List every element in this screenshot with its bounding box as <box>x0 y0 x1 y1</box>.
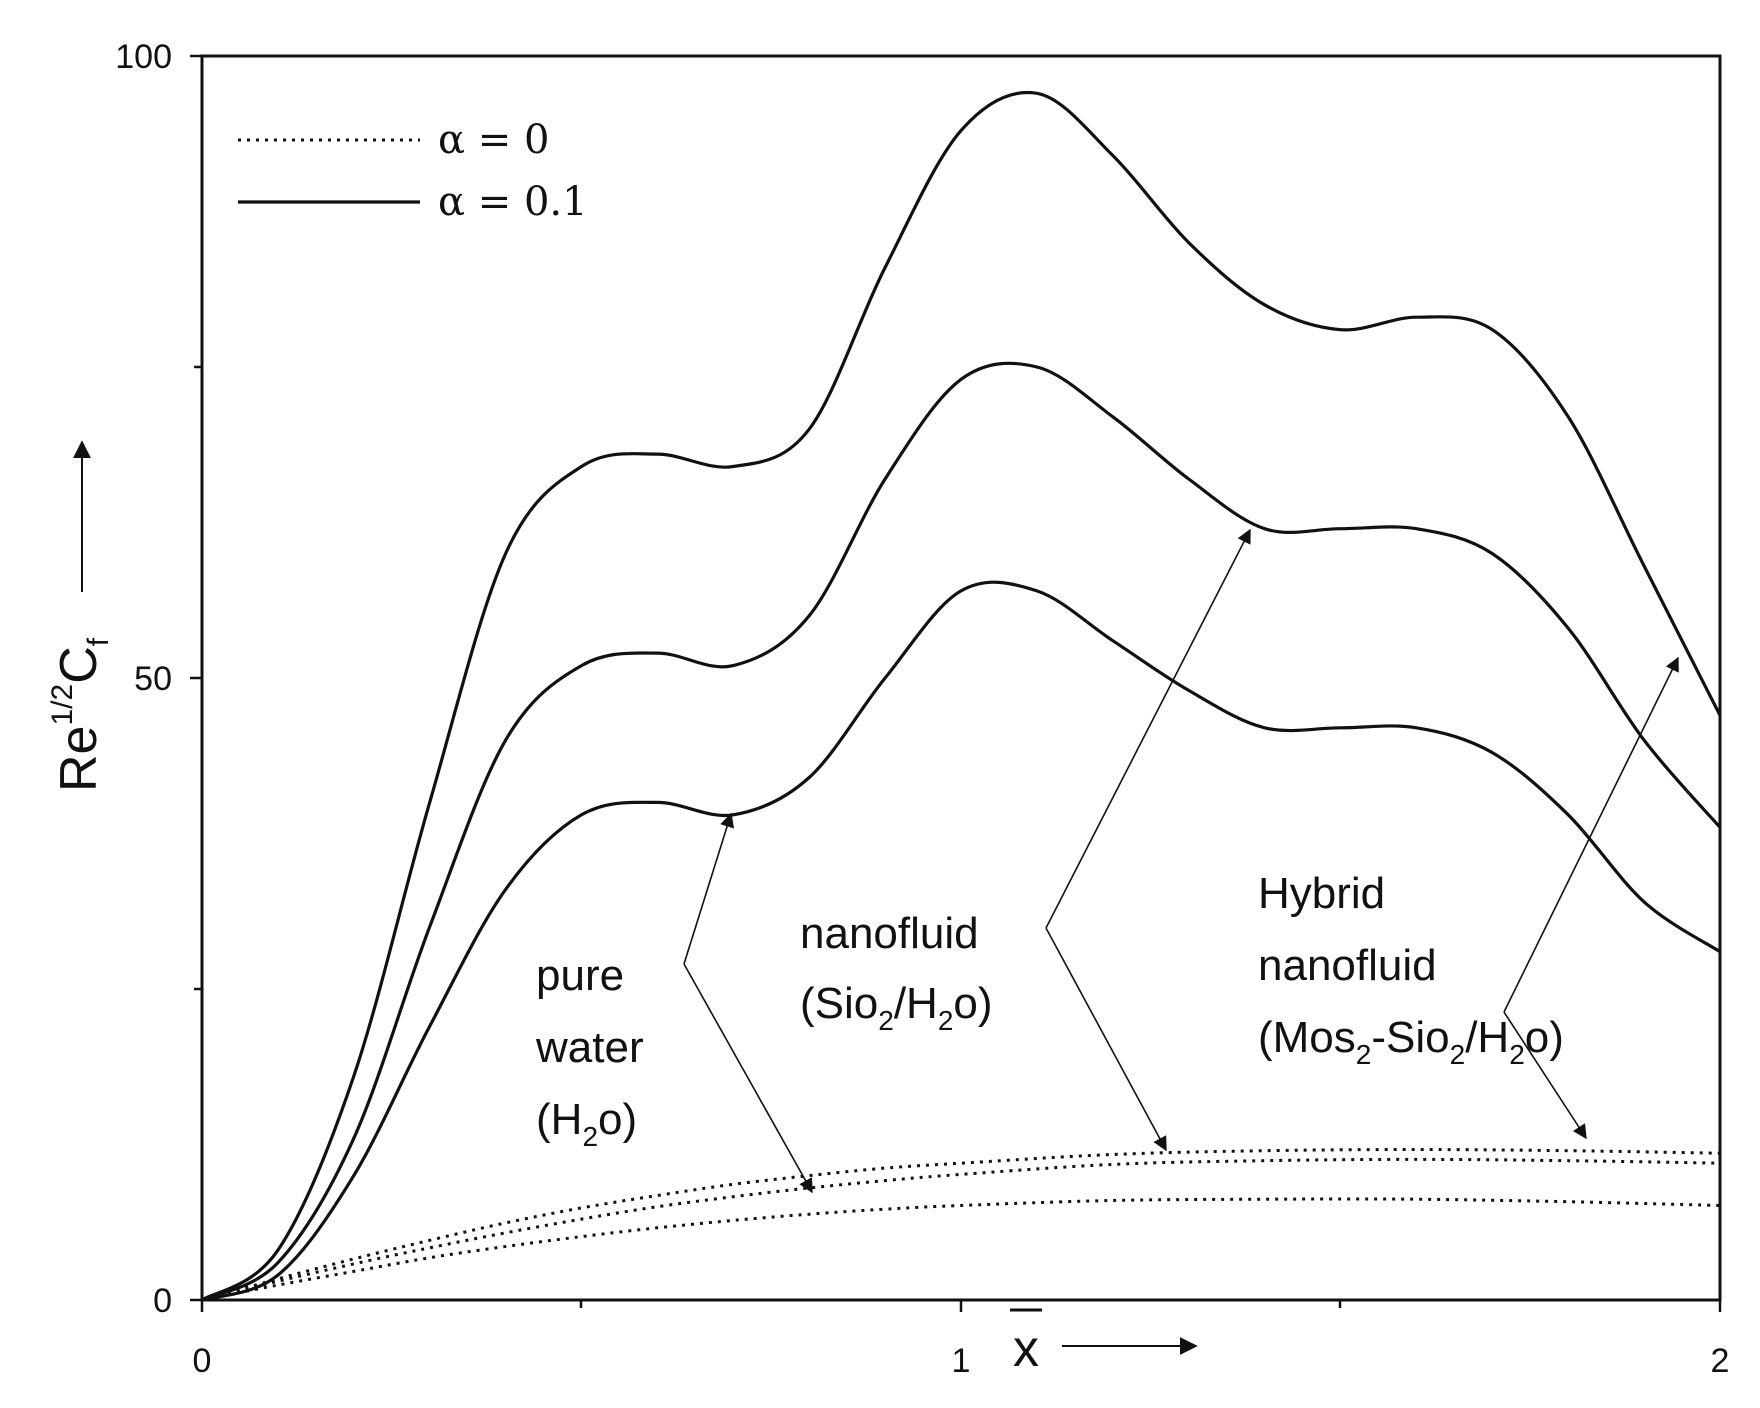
x-axis-ticks <box>200 1300 1722 1312</box>
arrow-hybrid-dotted <box>1503 1011 1587 1140</box>
y-axis-ticks <box>190 54 202 1302</box>
series-line-dotted-3 <box>201 1197 1721 1302</box>
x-tick-label: 1 <box>952 1342 971 1380</box>
series-line-solid-0 <box>201 580 1721 1302</box>
annotation-hybrid-line3: (Mos2-Sio2/H2o) <box>1258 1013 1564 1070</box>
annotation-hybrid: Hybrid nanofluid (Mos2-Sio2/H2o) <box>1258 869 1564 1070</box>
annotation-nano: nanofluid (Sio2/H2o) <box>800 909 993 1036</box>
arrow-hybrid-solid <box>1503 656 1679 1013</box>
arrow-water-solid <box>683 812 734 965</box>
series-line-solid-1 <box>201 361 1722 1302</box>
annotation-hybrid-line1: Hybrid <box>1258 869 1385 918</box>
annotation-water-line3: (H2o) <box>536 1095 637 1152</box>
arrow-nano-dotted <box>1045 927 1167 1152</box>
x-axis-label-group: x <box>1010 1308 1198 1378</box>
annotation-nano-line1: nanofluid <box>800 909 979 958</box>
annotation-water-line2: water <box>535 1023 644 1072</box>
annotation-hybrid-line2: nanofluid <box>1258 941 1437 990</box>
arrow-nano-solid <box>1045 528 1251 929</box>
series-line-dotted-5 <box>201 1147 1721 1302</box>
series-line-dotted-4 <box>201 1157 1721 1302</box>
y-axis-label-group: Re1/2Cf <box>46 440 115 792</box>
x-tick-label: 0 <box>193 1342 212 1380</box>
annotation-nano-line2: (Sio2/H2o) <box>800 979 993 1036</box>
legend-label-solid: α = 0.1 <box>438 179 588 225</box>
series-layer <box>201 90 1722 1302</box>
y-axis-label: Re1/2Cf <box>46 637 115 792</box>
annotation-arrows <box>683 528 1679 1194</box>
x-axis-label: x <box>1013 1320 1039 1378</box>
y-tick-label: 50 <box>134 660 172 698</box>
plot-frame <box>200 54 1722 1302</box>
legend: α = 0 α = 0.1 <box>238 117 588 225</box>
x-tick-label: 2 <box>1711 1342 1730 1380</box>
arrow-water-dotted <box>683 963 813 1194</box>
series-line-solid-2 <box>201 90 1722 1302</box>
y-tick-label: 100 <box>115 38 172 76</box>
y-tick-label: 0 <box>153 1282 172 1320</box>
annotation-water: pure water (H2o) <box>535 951 644 1152</box>
legend-label-dotted: α = 0 <box>438 117 549 163</box>
annotation-water-line1: pure <box>536 951 624 1000</box>
